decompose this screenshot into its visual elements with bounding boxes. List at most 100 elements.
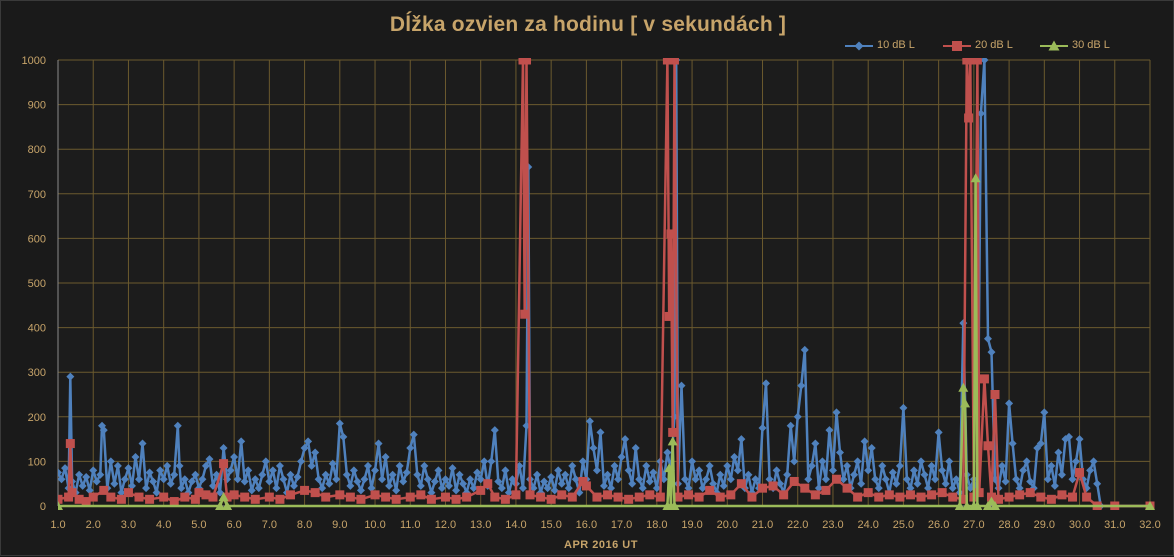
data-point <box>884 490 894 500</box>
data-point <box>874 492 884 502</box>
data-point <box>106 457 115 466</box>
data-point <box>88 492 98 502</box>
x-tick-label: 7.0 <box>262 519 277 531</box>
data-point <box>81 497 91 507</box>
data-point <box>501 466 510 475</box>
data-point <box>67 488 77 498</box>
data-point <box>669 58 679 65</box>
data-point <box>758 483 768 493</box>
data-point <box>378 475 387 484</box>
data-point <box>684 490 694 500</box>
data-point <box>300 444 309 453</box>
data-point <box>948 484 957 493</box>
data-point <box>902 475 911 484</box>
data-point <box>440 492 450 502</box>
data-point <box>222 501 233 510</box>
data-point <box>78 481 87 490</box>
data-point <box>117 488 126 497</box>
data-point <box>948 492 958 502</box>
data-point <box>568 461 577 470</box>
data-point <box>860 437 869 446</box>
data-point <box>494 477 503 486</box>
data-point <box>497 484 506 493</box>
data-point <box>561 470 570 479</box>
data-point <box>275 461 284 470</box>
data-point <box>638 484 647 493</box>
data-point <box>469 484 478 493</box>
series-1 <box>58 58 1154 510</box>
x-tick-label: 9.0 <box>332 519 347 531</box>
data-point <box>642 461 651 470</box>
data-point <box>652 484 661 493</box>
data-point <box>92 477 101 486</box>
data-point <box>790 457 799 466</box>
data-point <box>547 473 556 482</box>
data-point <box>218 492 229 502</box>
data-point <box>614 475 623 484</box>
data-point <box>156 466 165 475</box>
data-point <box>381 492 391 502</box>
data-point <box>335 419 344 428</box>
data-point <box>811 439 820 448</box>
data-point <box>990 390 1000 399</box>
data-point <box>1047 461 1056 470</box>
data-point <box>600 481 608 490</box>
data-point <box>1082 492 1092 502</box>
legend-item-20db: 20 dB L <box>942 38 1022 54</box>
data-point <box>836 448 845 457</box>
data-point <box>810 490 820 500</box>
data-point <box>483 479 493 489</box>
data-point <box>821 475 830 484</box>
data-point <box>170 470 179 479</box>
data-point <box>75 470 84 479</box>
data-point <box>300 485 310 495</box>
data-point <box>1075 468 1085 478</box>
data-point <box>120 475 129 484</box>
data-point <box>402 468 411 477</box>
data-point <box>106 492 116 502</box>
data-point <box>567 492 577 502</box>
data-point <box>198 475 207 484</box>
data-point <box>208 492 218 502</box>
data-point <box>413 470 422 479</box>
data-point <box>230 452 239 461</box>
grid-layer <box>57 59 1151 507</box>
data-point <box>190 494 200 504</box>
data-point <box>983 441 993 451</box>
data-point <box>1057 490 1067 500</box>
data-point <box>490 426 499 435</box>
data-point <box>346 481 355 490</box>
x-tick-label: 19.0 <box>681 519 702 531</box>
data-point <box>913 479 922 488</box>
data-point <box>275 494 285 504</box>
data-point <box>726 475 735 484</box>
data-point <box>958 494 968 504</box>
legend-marker-10db <box>845 41 873 51</box>
data-point <box>664 463 675 473</box>
data-point <box>832 408 841 417</box>
data-point <box>381 452 390 461</box>
data-point <box>871 475 880 484</box>
data-point <box>557 479 566 488</box>
legend-item-30db: 30 dB L <box>1039 38 1119 54</box>
data-point <box>853 457 862 466</box>
data-point <box>1036 492 1046 502</box>
data-point <box>628 479 637 488</box>
data-point <box>314 475 323 484</box>
data-point <box>540 477 549 486</box>
data-point <box>135 475 144 484</box>
data-point <box>89 466 98 475</box>
data-point <box>293 473 302 482</box>
data-point <box>163 461 172 470</box>
data-point <box>169 497 179 507</box>
data-point <box>328 459 337 468</box>
x-tick-label: 20.0 <box>717 519 738 531</box>
legend-label-10db: 10 dB L <box>877 39 915 51</box>
data-point <box>480 457 489 466</box>
data-point <box>874 484 883 493</box>
data-point <box>1026 477 1035 486</box>
data-point <box>511 490 521 500</box>
data-point <box>857 479 866 488</box>
x-tick-label: 2.0 <box>86 519 101 531</box>
data-point <box>688 457 697 466</box>
